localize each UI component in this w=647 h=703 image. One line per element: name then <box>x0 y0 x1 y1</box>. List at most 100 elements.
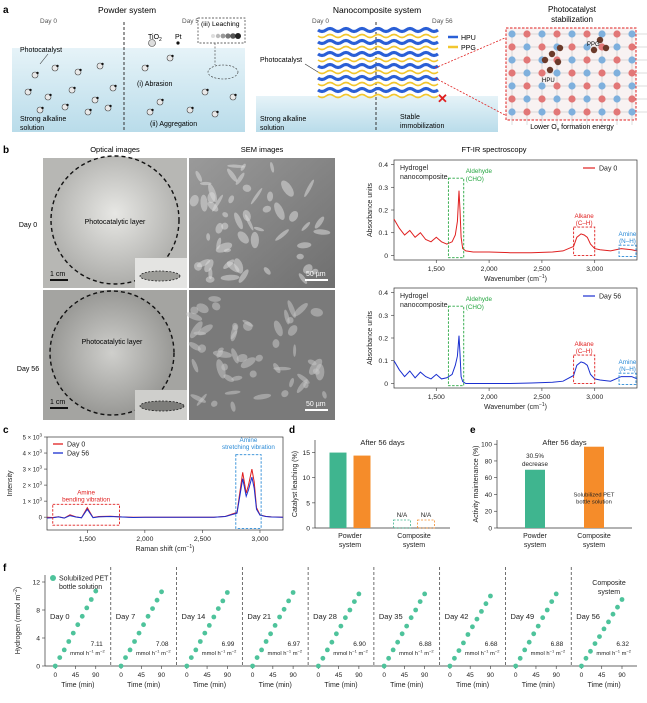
sem-feature <box>298 273 308 284</box>
ppg-chain <box>317 57 439 63</box>
data-point <box>592 641 598 646</box>
ppg-chain <box>317 93 439 99</box>
ftir-chart-day0: 0 0.1 0.2 0.3 0.4 1,500 2,000 2,500 3,000 Wavenum… <box>367 159 638 283</box>
sem-feature <box>304 179 315 197</box>
y-tick-label: 40 <box>485 492 493 499</box>
category-label: Composite <box>577 533 611 540</box>
chart-title: After 56 days <box>360 438 404 447</box>
lattice-atom <box>598 108 606 116</box>
data-point <box>136 630 142 636</box>
rate-unit: mmol h−1 m−2 <box>202 649 237 658</box>
data-point <box>461 640 466 646</box>
lattice-atom <box>553 108 561 116</box>
x-tick-label: 45 <box>532 672 540 679</box>
na-label: N/A <box>421 512 432 519</box>
ppg-chain <box>317 45 439 51</box>
alkane-label-1: Alkane <box>575 213 595 220</box>
y-axis-label: Intensity <box>7 470 14 497</box>
stab-ppg-label: PPG <box>587 42 600 48</box>
alkane-box <box>573 354 596 384</box>
y-tick-label: 0 <box>488 526 492 533</box>
data-point <box>206 623 212 628</box>
rate-unit: mmol h−1 m−2 <box>399 649 434 658</box>
sem-feature <box>313 229 331 235</box>
hydrogel-label-2: nanocomposite <box>400 174 448 181</box>
sem-feature <box>249 370 257 378</box>
spectrum-line <box>393 335 638 384</box>
data-point <box>540 615 546 621</box>
day-label: Day 14 <box>182 612 206 621</box>
hydrogen-time-series: 0 4 8 12 Hydrogen (mmol m−2) Solubilized PETb… <box>13 567 637 689</box>
x-tick-label: 2,500 <box>194 536 211 543</box>
sem-feature <box>303 264 313 274</box>
amine-stretch-box <box>235 454 262 529</box>
lattice-atom <box>613 30 621 38</box>
row-day56: Day 56 <box>17 366 39 373</box>
amine-stretch-label-2: stretching vibration <box>222 444 275 451</box>
sem-feature <box>236 354 248 363</box>
day-label: Day 21 <box>247 612 271 621</box>
data-point <box>118 663 124 669</box>
pt-cocatalyst <box>56 64 59 68</box>
sem-feature <box>190 394 207 403</box>
rate-value: 6.88 <box>419 641 432 648</box>
rate-value: 7.08 <box>156 641 169 648</box>
lattice-atom <box>628 43 636 51</box>
data-point <box>549 599 555 604</box>
legend-label-2: bottle solution <box>59 584 102 591</box>
leaching-label: (iii) Leaching <box>201 21 240 28</box>
pt-cocatalyst <box>41 106 44 110</box>
sem-feature <box>303 381 309 389</box>
amine-box <box>618 372 637 386</box>
amine-bending-label-2: bending vibration <box>62 496 110 503</box>
hpu-chain <box>317 38 439 46</box>
sem-feature <box>215 222 224 234</box>
adsorbed-molecule-atom <box>596 36 604 44</box>
data-point <box>329 639 335 645</box>
x-axis-label: Wavenumber (cm−1) <box>484 402 547 411</box>
data-point <box>272 623 278 628</box>
powder-solution-line1: Strong alkaline <box>20 116 66 123</box>
data-point <box>615 604 620 610</box>
pt-cocatalyst <box>216 110 219 114</box>
photocatalyst-particle <box>44 93 52 101</box>
sem-feature <box>253 393 272 400</box>
x-tick-label: 45 <box>401 672 409 679</box>
hydrogel-label-1: Hydrogel <box>400 165 428 172</box>
lattice-atom <box>508 108 516 116</box>
sem-feature <box>267 191 274 202</box>
y-tick-label: 0.1 <box>379 230 389 237</box>
hpu-chain <box>317 50 439 58</box>
hpu-chain <box>317 26 439 34</box>
data-point <box>399 631 405 637</box>
sem-feature <box>212 350 232 358</box>
data-point <box>145 613 151 619</box>
day-label: Day 42 <box>445 612 469 621</box>
col-optical: Optical images <box>90 145 140 154</box>
sem-feature <box>253 226 265 232</box>
sem-feature <box>272 339 280 349</box>
nano-day0: Day 0 <box>312 18 329 25</box>
ppg-chain <box>317 69 439 75</box>
lattice-atom <box>583 95 591 103</box>
data-point <box>88 597 94 602</box>
data-point <box>526 639 532 645</box>
data-point <box>456 648 462 653</box>
photocatalyst-particle <box>84 108 92 116</box>
bar-orange-0 <box>353 455 371 528</box>
x-tick-label: 0 <box>448 672 452 679</box>
x-tick-label: 1,500 <box>79 536 96 543</box>
lattice-atom <box>538 30 546 38</box>
photocatalyst-particle <box>74 68 82 76</box>
sem-feature <box>196 259 211 268</box>
lattice-atom <box>583 82 591 90</box>
sem-feature <box>232 322 239 331</box>
sem-feature <box>234 212 243 230</box>
